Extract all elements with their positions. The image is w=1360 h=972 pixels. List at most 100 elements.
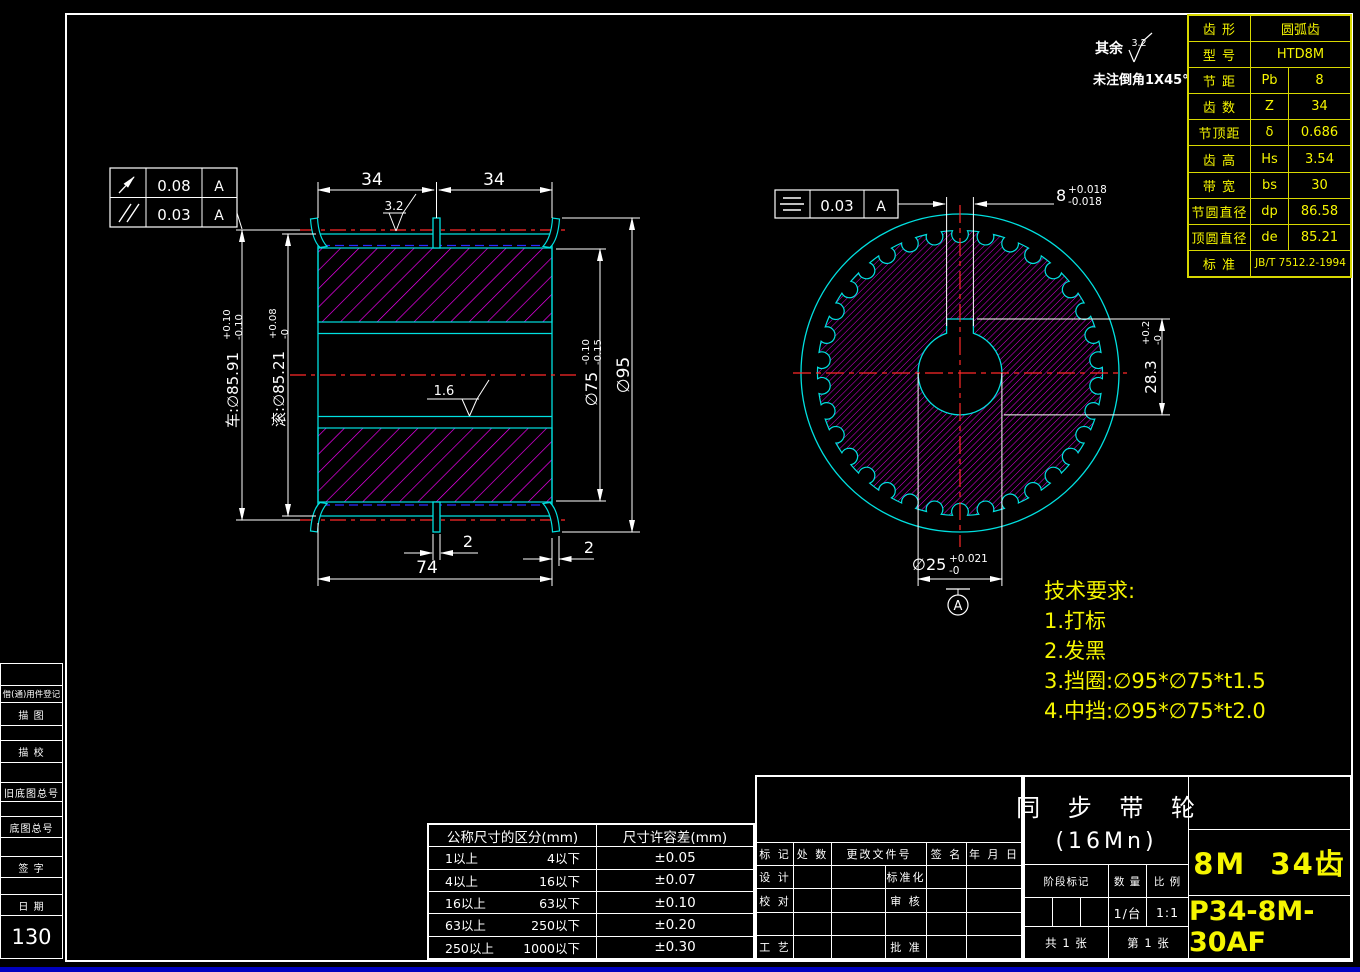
sheet-no: 第 1 张: [1127, 935, 1170, 950]
dim-total-width: 74: [416, 558, 438, 578]
table-row: 标 记 处 数 更改文件号 签 名 年 月 日: [757, 843, 1021, 867]
table-row: 节 距 Pb 8: [1189, 68, 1350, 95]
parallelism-icon: [118, 203, 140, 223]
bore-keyway: [917, 318, 1003, 416]
front-body-outline: [317, 233, 553, 517]
sheet-border: [65, 13, 1353, 962]
surface-roughness-value: 3.2: [1131, 38, 1146, 49]
roughness-check-icon: [1128, 32, 1153, 63]
table-row: 顶圆直径 de 85.21: [1189, 224, 1350, 251]
svg-text:-0.10: -0.10: [234, 314, 245, 340]
dim-bore-upper: +0.021: [949, 553, 988, 565]
left-margin-strip: 借(通)用件登记 描 图 描 校 旧底图总号 底图总号 签 字 日 期 130: [0, 663, 63, 959]
side-view: A 8 +0.018 -0.018 28.3 +0.2 -0 ∅25 +0.02…: [774, 184, 1170, 616]
table-row: 节顶距 δ 0.686: [1189, 120, 1350, 147]
table-row: 校 对 审 核: [757, 889, 1021, 913]
datum-label: A: [954, 599, 963, 614]
table-row: 型 号 HTD8M: [1189, 42, 1350, 69]
strip-label: 底图总号: [0, 816, 63, 838]
table-row: 1以上 4以下 ±0.05: [429, 847, 753, 870]
sheets-total: 共 1 张: [1025, 927, 1109, 958]
dim-keyway-width: 8: [1056, 186, 1066, 205]
part-name-cell: 同 步 带 轮 (16Mn): [1016, 777, 1195, 865]
gdt-runout-datum: A: [214, 179, 224, 195]
svg-text:-0: -0: [1153, 335, 1164, 345]
dim-bore: ∅25: [912, 555, 946, 574]
title-block: 同 步 带 轮 (16Mn) 阶段标记 数 量 比 例 1/台 1:1 共 1 …: [1016, 775, 1352, 960]
surface-note-prefix: 其余: [1095, 40, 1124, 57]
dim-dia-turned: 车:∅85.91 +0.10 -0.10: [222, 309, 245, 428]
dim-keyway-width-upper: +0.018: [1068, 184, 1107, 196]
center-flange-bottom: [432, 501, 441, 533]
svg-text:+0.10: +0.10: [222, 309, 233, 340]
finish-rim-value: 3.2: [384, 199, 403, 213]
table-row: 1/台 1:1: [1025, 898, 1188, 927]
table-row: 齿 数 Z 34: [1189, 94, 1350, 121]
svg-text:+0.08: +0.08: [268, 308, 279, 339]
surface-note: 其余 3.2 未注倒角1X45°: [1092, 32, 1189, 88]
front-hatch-top: [317, 247, 553, 323]
tolerance-table: 公称尺寸的区分(mm) 尺寸许容差(mm) 1以上 4以下 ±0.05 4以上 16以下…: [427, 823, 755, 960]
table-row: 设 计 标准化: [757, 866, 1021, 890]
gdt-parallelism-datum: A: [214, 208, 224, 224]
strip-label: 日 期: [0, 894, 63, 916]
table-row: 阶段标记 数 量 比 例: [1025, 865, 1188, 898]
gdt-runout-value: 0.08: [157, 177, 190, 195]
svg-text:-0: -0: [280, 329, 291, 339]
page-number: 130: [0, 915, 63, 959]
strip-label: 借(通)用件登记: [0, 685, 63, 703]
part-name: 同 步 带 轮: [1016, 793, 1205, 822]
table-row: 250以上 1000以下 ±0.30: [429, 936, 753, 958]
technical-requirements: 技术要求: 1.打标 2.发黑 3.挡圈:∅95*∅75*t1.5 4.中挡:∅…: [1044, 576, 1266, 726]
strip-label: 描 图: [0, 702, 63, 726]
scale-value: 1:1: [1155, 904, 1180, 920]
param-table: 齿 形圆弧齿 型 号 HTD8M 节 距 Pb 8 齿 数 Z 34 节顶距 δ 0.686 …: [1187, 14, 1352, 278]
dim-dia-rolled: 滚:∅85.21 +0.08 -0: [268, 308, 291, 427]
table-row: 齿 形圆弧齿: [1189, 16, 1350, 43]
chamfer-note: 未注倒角1X45°: [1092, 72, 1189, 88]
svg-text:∅95: ∅95: [614, 357, 634, 393]
table-row: 63以上 250以下 ±0.20: [429, 914, 753, 937]
strip-label: 描 校: [0, 740, 63, 763]
symmetry-icon: [780, 197, 804, 211]
strip-label: 旧底图总号: [0, 782, 63, 802]
spec-text: 8M 34齿: [1189, 830, 1350, 896]
finish-bore-value: 1.6: [434, 384, 455, 399]
revision-empty-area: [757, 777, 1021, 843]
front-hatch-bottom: [317, 427, 553, 503]
side-dimensions: [898, 197, 1170, 595]
title-empty-cell: [1189, 777, 1350, 830]
drawing-number: P34-8M-30AF: [1189, 896, 1315, 958]
dim-groove: 2: [463, 532, 473, 551]
table-row: 节圆直径 dp 86.58: [1189, 198, 1350, 225]
strip-label: 签 字: [0, 856, 63, 878]
tech-req-item: 4.中挡:∅95*∅75*t2.0: [1044, 699, 1266, 723]
dim-34-left: 34: [361, 170, 383, 190]
table-row: 工 艺 批 准: [757, 935, 1021, 959]
svg-text:-0.15: -0.15: [593, 339, 604, 365]
material: (16Mn): [1055, 828, 1158, 854]
tech-req-item: 1.打标: [1044, 609, 1107, 633]
table-row: 带 宽 bs 30: [1189, 172, 1350, 199]
dim-dia-flange: ∅95: [614, 357, 634, 393]
gdt-frame-left: 0.08 A 0.03 A: [109, 167, 238, 228]
datum-circle-icon: [947, 594, 969, 616]
svg-text:车:∅85.91: 车:∅85.91: [224, 352, 242, 428]
front-dimensions: [236, 182, 640, 586]
qty-value: 1/台: [1109, 898, 1147, 926]
dim-keyway-width-lower: -0.018: [1068, 196, 1102, 208]
table-row: 齿 高 Hs 3.54: [1189, 146, 1350, 173]
window-bottom-strip: [0, 967, 1360, 972]
svg-text:滚:∅85.21: 滚:∅85.21: [270, 351, 288, 427]
tech-req-title: 技术要求:: [1044, 579, 1136, 603]
table-row: 16以上 63以下 ±0.10: [429, 891, 753, 915]
table-row: [757, 912, 1021, 936]
tech-req-item: 3.挡圈:∅95*∅75*t1.5: [1044, 669, 1266, 693]
dim-flange: 2: [584, 538, 594, 557]
gdt-symmetry-datum: A: [876, 199, 886, 215]
circular-runout-icon: [118, 176, 135, 194]
svg-text:28.3: 28.3: [1142, 360, 1160, 393]
dim-keyway-height: 28.3 +0.2 -0: [1141, 321, 1164, 394]
svg-text:∅75: ∅75: [582, 372, 601, 406]
